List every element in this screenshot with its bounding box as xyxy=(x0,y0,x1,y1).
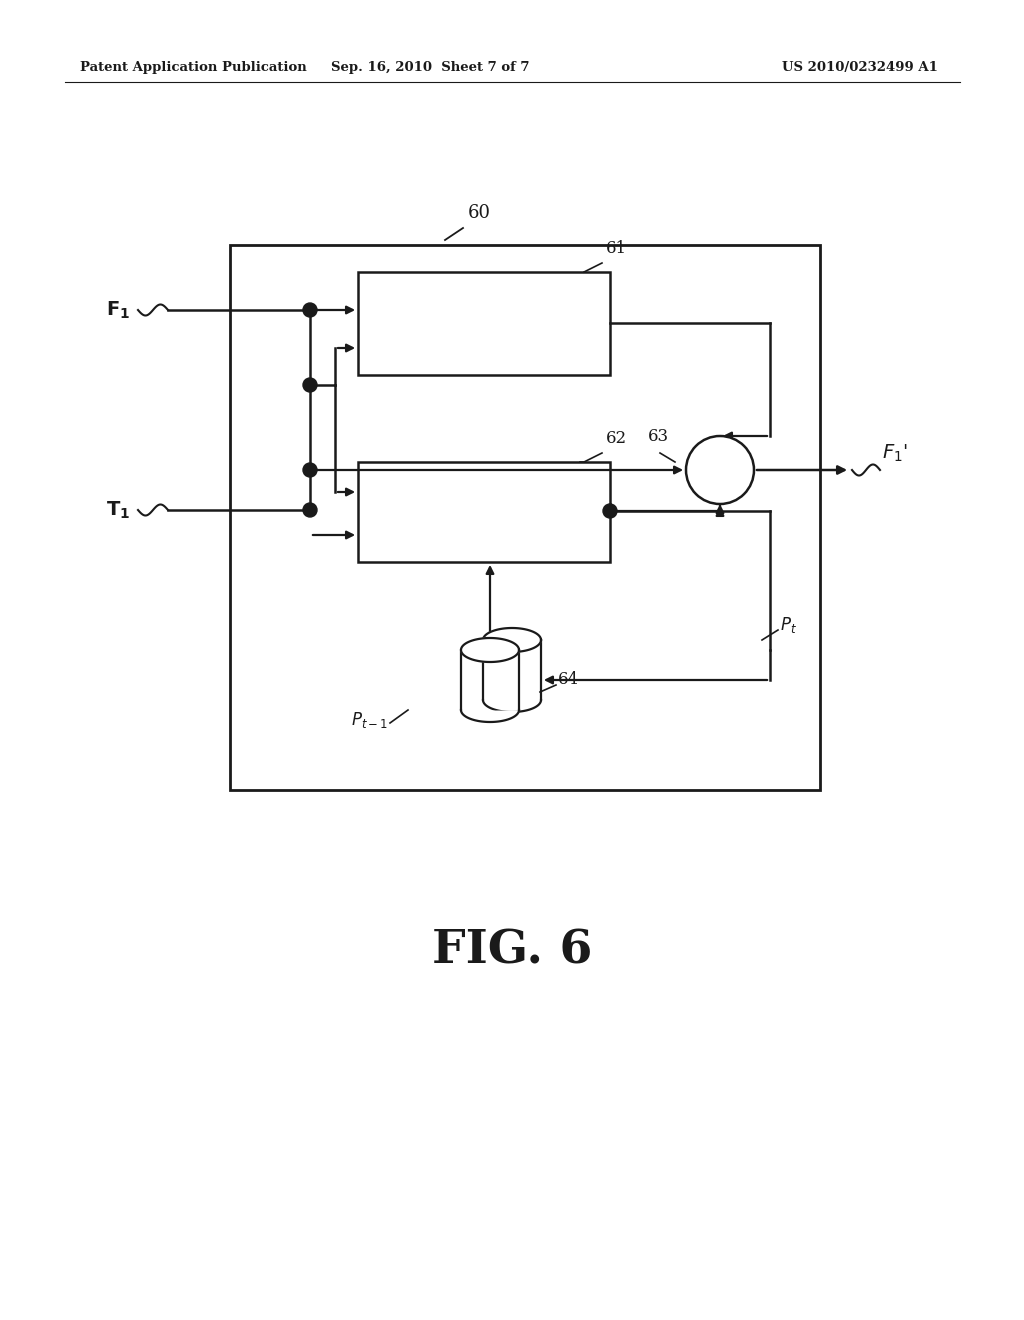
Polygon shape xyxy=(461,638,519,663)
Polygon shape xyxy=(483,628,541,652)
Text: $F_1$': $F_1$' xyxy=(882,442,908,463)
Text: 62: 62 xyxy=(606,430,627,447)
Circle shape xyxy=(303,304,317,317)
Text: FIG. 6: FIG. 6 xyxy=(432,927,592,973)
Circle shape xyxy=(603,504,617,517)
Bar xyxy=(358,462,610,562)
Text: 61: 61 xyxy=(606,240,627,257)
Text: $P_{t-1}$: $P_{t-1}$ xyxy=(351,710,388,730)
Circle shape xyxy=(303,503,317,517)
Bar xyxy=(230,246,820,789)
Text: 63: 63 xyxy=(648,428,669,445)
Text: $P_t$: $P_t$ xyxy=(780,615,797,635)
Circle shape xyxy=(686,436,754,504)
Text: US 2010/0232499 A1: US 2010/0232499 A1 xyxy=(782,62,938,74)
Text: $\mathbf{T_1}$: $\mathbf{T_1}$ xyxy=(105,499,130,520)
Circle shape xyxy=(303,378,317,392)
Text: 60: 60 xyxy=(468,205,490,222)
Text: 64: 64 xyxy=(558,672,580,689)
Text: Sep. 16, 2010  Sheet 7 of 7: Sep. 16, 2010 Sheet 7 of 7 xyxy=(331,62,529,74)
Bar xyxy=(358,272,610,375)
Circle shape xyxy=(303,463,317,477)
Text: Patent Application Publication: Patent Application Publication xyxy=(80,62,307,74)
Text: $\mathbf{F_1}$: $\mathbf{F_1}$ xyxy=(105,300,130,321)
